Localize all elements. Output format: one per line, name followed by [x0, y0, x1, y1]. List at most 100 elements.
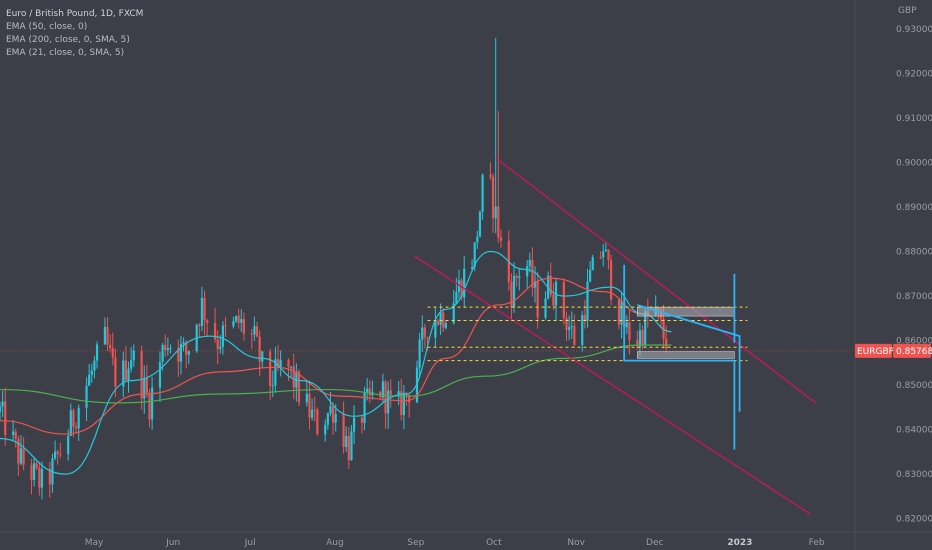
candle-body[interactable]	[77, 407, 80, 429]
candle-body[interactable]	[216, 339, 219, 349]
candle-body[interactable]	[232, 321, 235, 327]
symbol-badge[interactable]	[855, 343, 892, 358]
candle-body[interactable]	[644, 311, 647, 345]
candle-body[interactable]	[360, 417, 364, 423]
candle-body[interactable]	[30, 464, 33, 481]
candle-body[interactable]	[583, 314, 586, 321]
candle-body[interactable]	[40, 468, 44, 488]
candle-body[interactable]	[665, 338, 668, 349]
candle-body[interactable]	[334, 414, 337, 423]
candle-body[interactable]	[32, 463, 36, 481]
candle-body[interactable]	[544, 298, 547, 318]
candle-body[interactable]	[276, 359, 280, 367]
candle-body[interactable]	[497, 206, 500, 238]
candle-body[interactable]	[609, 260, 613, 300]
candle-body[interactable]	[0, 406, 2, 412]
candle-body[interactable]	[35, 463, 38, 468]
candle-body[interactable]	[562, 281, 565, 318]
candle-body[interactable]	[237, 315, 240, 323]
candle-body[interactable]	[426, 337, 429, 339]
candle-body[interactable]	[206, 320, 209, 324]
candle-body[interactable]	[127, 368, 130, 381]
channel-upper-line[interactable]	[495, 157, 817, 404]
candle-body[interactable]	[4, 401, 7, 435]
candle-body[interactable]	[53, 451, 57, 459]
candle-body[interactable]	[418, 339, 421, 368]
candle-body[interactable]	[423, 327, 426, 338]
candle-body[interactable]	[253, 326, 256, 335]
candle-body[interactable]	[95, 344, 99, 361]
candle-body[interactable]	[292, 366, 295, 388]
candle-body[interactable]	[439, 312, 442, 325]
candle-body[interactable]	[489, 174, 492, 177]
candle-body[interactable]	[397, 391, 400, 395]
candle-body[interactable]	[473, 242, 476, 267]
candle-body[interactable]	[103, 327, 107, 345]
candle-body[interactable]	[19, 448, 23, 464]
candle-body[interactable]	[528, 260, 531, 267]
candle-body[interactable]	[342, 414, 345, 447]
candle-body[interactable]	[408, 395, 411, 403]
candle-body[interactable]	[130, 360, 133, 369]
candle-body[interactable]	[604, 249, 607, 252]
candle-body[interactable]	[124, 360, 127, 381]
candle-body[interactable]	[145, 378, 148, 393]
candle-body[interactable]	[591, 257, 594, 271]
candle-body[interactable]	[93, 360, 96, 371]
candle-body[interactable]	[384, 381, 387, 414]
candle-body[interactable]	[366, 388, 369, 394]
candle-body[interactable]	[444, 323, 447, 328]
last-price-badge[interactable]	[893, 343, 931, 358]
candle-body[interactable]	[478, 211, 482, 237]
candle-body[interactable]	[88, 374, 91, 386]
candle-body[interactable]	[258, 336, 261, 362]
candle-body[interactable]	[347, 436, 350, 461]
candle-body[interactable]	[59, 453, 62, 455]
candle-body[interactable]	[400, 391, 403, 416]
candle-body[interactable]	[515, 275, 518, 279]
candle-body[interactable]	[389, 390, 392, 395]
candle-body[interactable]	[607, 249, 610, 261]
candle-body[interactable]	[287, 359, 290, 367]
candle-body[interactable]	[271, 385, 274, 387]
candle-body[interactable]	[434, 321, 437, 338]
candle-body[interactable]	[48, 468, 51, 485]
candle-body[interactable]	[305, 393, 308, 403]
candle-body[interactable]	[552, 294, 555, 306]
candle-body[interactable]	[164, 344, 167, 351]
candle-body[interactable]	[352, 417, 356, 432]
ema21-line[interactable]	[0, 250, 672, 475]
drawing-wedge[interactable]	[637, 304, 741, 412]
candle-body[interactable]	[90, 370, 93, 375]
candle-body[interactable]	[345, 436, 348, 447]
candle-body[interactable]	[329, 406, 332, 414]
candle-body[interactable]	[641, 330, 644, 345]
candle-body[interactable]	[255, 326, 259, 337]
candle-body[interactable]	[132, 350, 135, 361]
candle-body[interactable]	[602, 251, 605, 258]
channel-lower-line[interactable]	[414, 255, 811, 515]
candle-body[interactable]	[313, 409, 316, 411]
candle-body[interactable]	[240, 319, 243, 323]
candle-body[interactable]	[638, 330, 642, 347]
candle-body[interactable]	[187, 350, 190, 355]
candle-body[interactable]	[494, 206, 497, 219]
candle-body[interactable]	[581, 314, 584, 345]
candle-body[interactable]	[518, 276, 521, 279]
candle-body[interactable]	[363, 393, 366, 423]
candle-body[interactable]	[565, 317, 568, 330]
candle-body[interactable]	[72, 410, 75, 427]
candle-body[interactable]	[56, 451, 59, 454]
candle-body[interactable]	[185, 342, 188, 355]
candle-body[interactable]	[402, 392, 405, 416]
candle-body[interactable]	[213, 323, 217, 340]
candle-body[interactable]	[261, 351, 264, 362]
candle-body[interactable]	[161, 344, 164, 362]
candle-body[interactable]	[203, 297, 206, 321]
candle-body[interactable]	[219, 346, 222, 349]
candle-body[interactable]	[533, 281, 537, 288]
candle-body[interactable]	[442, 312, 445, 328]
candle-body[interactable]	[510, 282, 513, 308]
